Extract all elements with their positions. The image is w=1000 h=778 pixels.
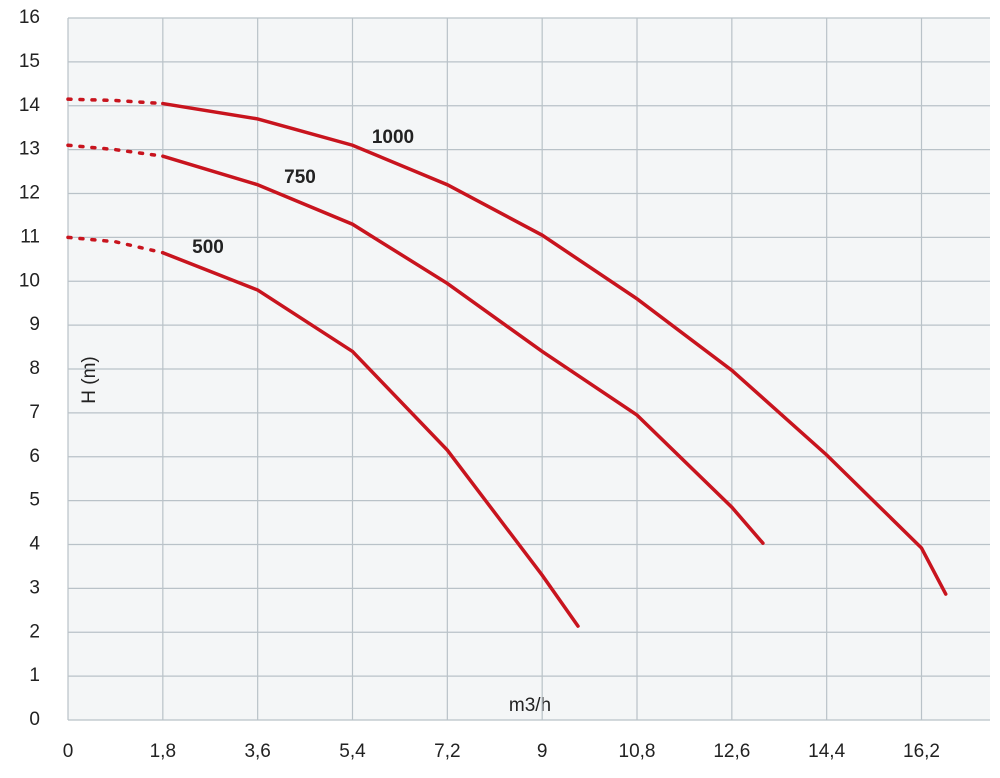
y-tick-label: 0 bbox=[29, 709, 40, 730]
curve-label: 500 bbox=[192, 237, 224, 258]
x-tick-label: 7,2 bbox=[434, 741, 460, 762]
curve bbox=[161, 250, 580, 628]
y-tick-label: 11 bbox=[20, 226, 40, 247]
y-tick-label: 8 bbox=[29, 358, 40, 379]
dotted-curve bbox=[66, 235, 165, 255]
y-tick-label: 7 bbox=[29, 402, 40, 423]
y-tick-label: 4 bbox=[29, 534, 40, 555]
y-tick-label: 14 bbox=[19, 95, 41, 116]
curve-label: 750 bbox=[284, 167, 316, 188]
curve-label: 1000 bbox=[372, 127, 414, 148]
y-tick-label: 5 bbox=[29, 490, 40, 511]
x-tick-label: 9 bbox=[537, 741, 548, 762]
curve bbox=[161, 154, 765, 545]
x-axis-label: m3/h bbox=[509, 695, 551, 716]
y-tick-label: 9 bbox=[29, 314, 40, 335]
y-tick-label: 2 bbox=[29, 621, 40, 642]
dotted-curve bbox=[66, 143, 165, 158]
x-tick-label: 12,6 bbox=[713, 741, 750, 762]
y-tick-label: 1 bbox=[29, 665, 40, 686]
y-tick-label: 10 bbox=[19, 270, 40, 291]
x-tick-label: 5,4 bbox=[339, 741, 366, 762]
dotted-curve bbox=[66, 97, 165, 106]
x-tick-label: 14,4 bbox=[808, 741, 845, 762]
y-axis-label: H (m) bbox=[79, 356, 100, 403]
x-tick-label: 10,8 bbox=[619, 741, 656, 762]
x-tick-label: 1,8 bbox=[150, 741, 176, 762]
y-tick-label: 16 bbox=[19, 7, 40, 28]
x-tick-label: 0 bbox=[63, 741, 74, 762]
curve bbox=[161, 101, 948, 596]
y-tick-label: 6 bbox=[29, 446, 40, 467]
x-tick-label: 16,2 bbox=[903, 741, 940, 762]
y-tick-label: 13 bbox=[19, 139, 40, 160]
y-tick-label: 12 bbox=[19, 183, 40, 204]
y-tick-label: 3 bbox=[29, 577, 40, 598]
x-tick-label: 3,6 bbox=[244, 741, 270, 762]
y-tick-label: 15 bbox=[19, 51, 40, 72]
